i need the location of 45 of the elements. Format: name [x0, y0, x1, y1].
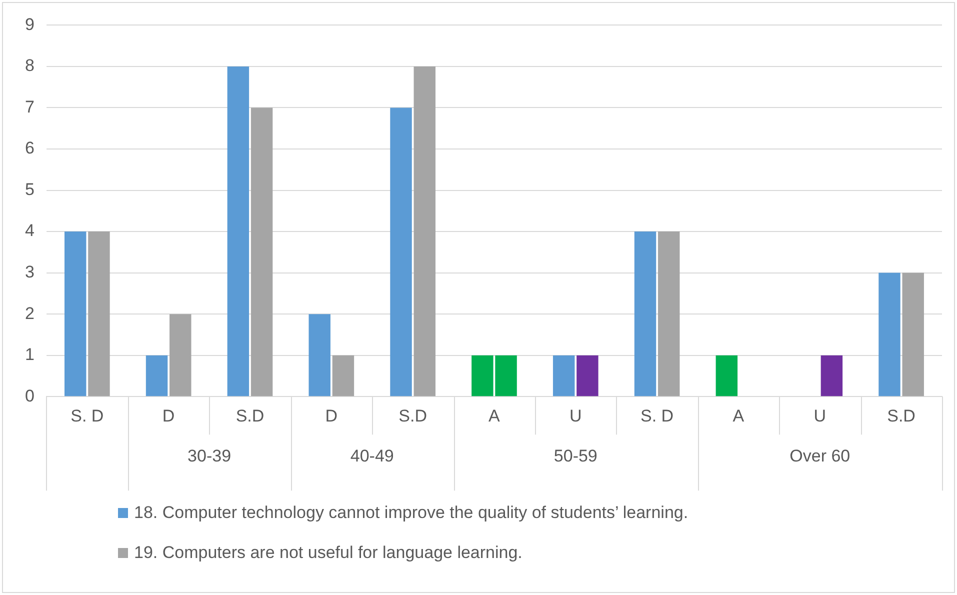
y-tick-label: 9: [24, 14, 34, 34]
y-tick-label: 8: [24, 56, 34, 76]
bar: [250, 108, 273, 396]
y-tick-label: 7: [24, 97, 34, 116]
bar: [878, 272, 900, 396]
text: 50-59: [554, 446, 598, 466]
bar: [332, 355, 354, 396]
bar: [820, 355, 843, 396]
y-tick-label: 5: [24, 180, 34, 199]
x-tick-label: U: [570, 406, 582, 426]
x-tick-label: A: [488, 406, 501, 426]
bar: [170, 314, 192, 396]
bar: [390, 108, 412, 396]
x-tick-label: S. D: [70, 406, 104, 426]
bar: [658, 232, 680, 396]
legend-label: 18. Computer technology cannot improve the quality of students’ learning.: [134, 503, 688, 523]
bar: [414, 66, 436, 396]
bar: [146, 355, 168, 396]
bar: [552, 355, 575, 396]
y-tick-label: 0: [24, 386, 34, 406]
text: 40-49: [350, 446, 394, 466]
bar: [902, 272, 924, 396]
bar: [227, 66, 250, 396]
y-tick-label: 2: [24, 304, 34, 323]
bar: [88, 232, 110, 396]
y-tick-label: 6: [24, 138, 34, 158]
x-tick-label: S. D: [640, 406, 674, 426]
x-tick-label: U: [814, 406, 826, 426]
legend-label: 19. Computers are not useful for language learning.: [134, 543, 522, 563]
text: Over 60: [790, 446, 850, 466]
bar: [716, 355, 738, 396]
y-tick-label: 4: [24, 221, 34, 240]
x-tick-label: D: [162, 406, 175, 426]
x-tick-label: S.D: [398, 406, 427, 426]
x-tick-label: S.D: [887, 406, 916, 426]
bar: [634, 232, 656, 396]
x-tick-label: A: [732, 406, 745, 426]
bar: [576, 355, 598, 396]
text: 30-39: [188, 446, 232, 466]
x-tick-label: D: [325, 406, 338, 426]
y-tick-label: 3: [24, 262, 34, 282]
bar: [64, 232, 86, 396]
x-tick-label: S.D: [236, 406, 264, 426]
y-tick-label: 1: [24, 345, 34, 364]
bar: [308, 314, 330, 396]
